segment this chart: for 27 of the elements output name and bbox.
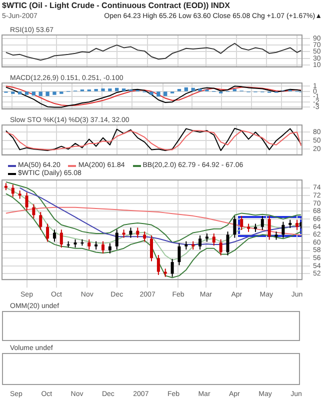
candlestick (108, 242, 112, 254)
candlestick (115, 229, 118, 250)
candlestick (170, 258, 174, 278)
candlestick (32, 204, 36, 219)
candlestick (60, 229, 63, 248)
candlestick (260, 215, 264, 230)
candlestick (11, 184, 14, 198)
candlestick (226, 231, 230, 256)
candlestick (233, 215, 236, 238)
candlestick (143, 231, 146, 242)
candlestick (150, 234, 154, 262)
text: $WTIC (Oil - Light Crude - Continuous Contract (EOD)) INDX (2, 1, 230, 10)
candlestick (198, 234, 202, 250)
candlestick (46, 223, 50, 242)
candlestick (25, 192, 28, 211)
candlestick (39, 212, 42, 230)
candlestick (178, 242, 181, 266)
candlestick (156, 254, 160, 276)
candlestick (240, 215, 244, 230)
candlestick (52, 229, 56, 242)
candlestick (88, 238, 91, 250)
candlestick (219, 238, 222, 256)
candlestick (282, 221, 285, 238)
candlestick (296, 219, 299, 230)
candlestick (268, 215, 271, 240)
candlestick (101, 240, 104, 254)
candlestick (212, 233, 216, 246)
